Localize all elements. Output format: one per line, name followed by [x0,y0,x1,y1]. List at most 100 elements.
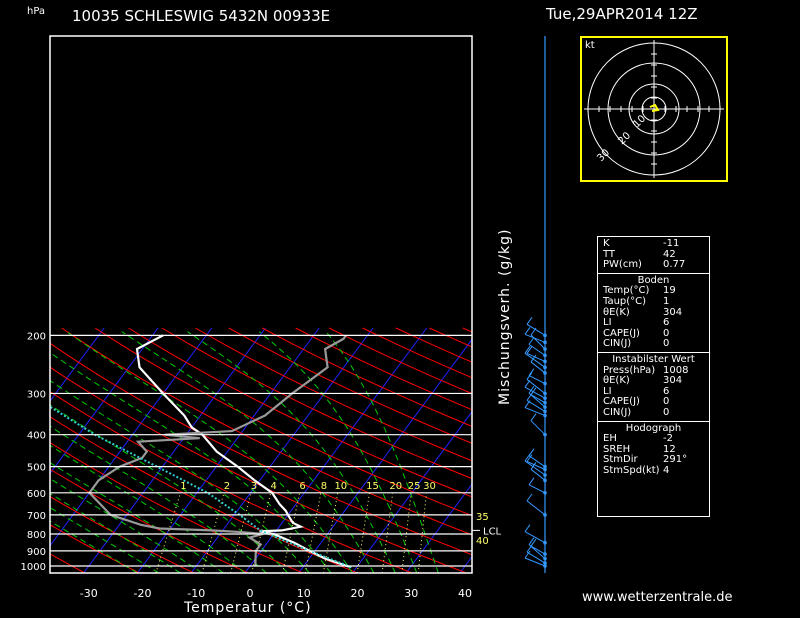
pressure-tick-label: 300 [27,389,46,400]
wind-barb [524,550,547,568]
mixing-ratio-label: 3 [251,481,257,492]
dry-adiabat [50,342,472,556]
general-index-row: TT 42 [603,248,709,261]
isotherm [244,327,428,573]
temperature-tick-label: 10 [297,587,311,600]
plot-frame [49,35,473,574]
wind-flag [530,538,537,547]
isotherm [405,483,472,573]
hodograph-index-row: EH -2 [603,433,709,445]
lcl-label: LCL [483,526,502,537]
unstable-index-label: CIN(J) [603,406,632,418]
station-title: 10035 SCHLESWIG 5432N 00933E [72,7,330,25]
wind-flag [526,493,533,502]
wind-barb [524,524,547,545]
isotherm [50,327,213,547]
wind-shaft [530,545,546,555]
unstable-index-value: 0 [663,406,670,418]
moist-adiabat [258,331,418,573]
wind-flag [526,454,533,462]
isotherm [50,327,159,475]
wind-barb [526,372,547,396]
mixing-ratio-line [230,492,252,573]
surface-index-label: LI [603,317,612,329]
dry-adiabat [50,495,195,573]
wind-barb [530,538,547,556]
wind-shaft [526,399,546,412]
wind-dot [543,340,547,345]
wind-barb [528,368,547,386]
wind-barb [526,493,547,517]
plot-overlay [50,334,472,567]
pressure-tick-label: 900 [27,547,46,558]
surface-index-row: Temp(°C) 19 [603,286,709,297]
wind-flag [524,550,531,559]
mixing-ratio-label: 6 [299,481,305,492]
mixing-ratio-label: 1 [180,481,186,492]
hodograph-index-value: 12 [663,443,676,455]
mixing-ratio-label: 2 [224,481,230,492]
mixing-ratio-label: 10 [334,481,347,492]
mixing-ratio-label: 15 [366,481,379,492]
surface-index-value: 0 [663,338,670,350]
hodograph-frame [580,36,728,182]
wind-flag [526,346,533,354]
hodograph-index-label: SREH [603,443,631,455]
dry-adiabat [50,468,249,573]
surface-index-value: 6 [663,317,670,329]
mixing-ratio-line [304,492,322,573]
temperature-tick-label: 20 [351,587,365,600]
theta-e-label: 35 [476,512,489,523]
hodograph-index-label: StmDir [603,454,638,466]
unstable-index-value: 0 [663,396,670,408]
isotherm [83,327,266,573]
wind-flag [524,524,531,532]
dry-adiabat [195,327,472,462]
moist-adiabat [50,352,332,573]
wind-shaft [528,375,546,385]
wind-barb [526,317,547,338]
wind-shaft [526,500,546,516]
general-index-value: -11 [663,238,680,249]
hodograph-indices: Hodograph EH -2 SREH 12 StmDir 291° StmSpd(kt)… [598,422,709,479]
wind-barb [530,354,547,375]
hodograph-title: Hodograph [625,422,682,434]
hodograph-index-value: 4 [663,464,670,476]
dry-adiabat [94,327,472,517]
moist-adiabat [50,492,181,573]
isotherm [136,327,320,573]
moist-adiabat [50,379,310,573]
wind-shaft [524,333,546,343]
surface-index-label: CAPE(J) [603,327,640,339]
general-index-label: TT [603,248,616,260]
temperature-tick-label: 30 [404,587,418,600]
general-index-value: 42 [663,248,676,260]
wind-barb [530,413,547,437]
wind-barb [530,387,547,405]
unstable-index-row: Press(hPa) 1008 [603,365,709,377]
pressure-tick-label: 800 [27,530,46,541]
surface-index-value: 1 [663,295,670,307]
mixing-ratio-line [417,492,427,573]
pressure-tick-label: 700 [27,511,46,522]
moist-adiabat [187,331,396,573]
hodograph-ring-label: 30 [595,147,612,164]
unstable-indices: Instabilster Wert Press(hPa) 1008 θE(K) 304… [598,353,709,422]
wind-barb [528,448,547,469]
wind-barb [524,327,547,345]
wind-shaft [524,407,546,417]
unstable-index-value: 304 [663,375,683,387]
wind-flag [528,448,535,456]
wind-barb [530,462,547,483]
mixing-ratio-label: 4 [271,481,277,492]
indices-panel: K -11 TT 42 PW(cm) 0.77 Boden Temp(°C) 19 Taup(… [597,236,710,517]
surface-title: Boden [637,274,670,286]
hodograph-index-value: -2 [663,433,673,445]
wind-barb [526,346,547,364]
general-index-label: PW(cm) [603,259,642,271]
wind-flag [528,337,535,345]
general-index-value: 0.77 [663,259,686,271]
hodograph-index-label: EH [603,433,617,445]
mixing-ratio-line [356,492,371,573]
